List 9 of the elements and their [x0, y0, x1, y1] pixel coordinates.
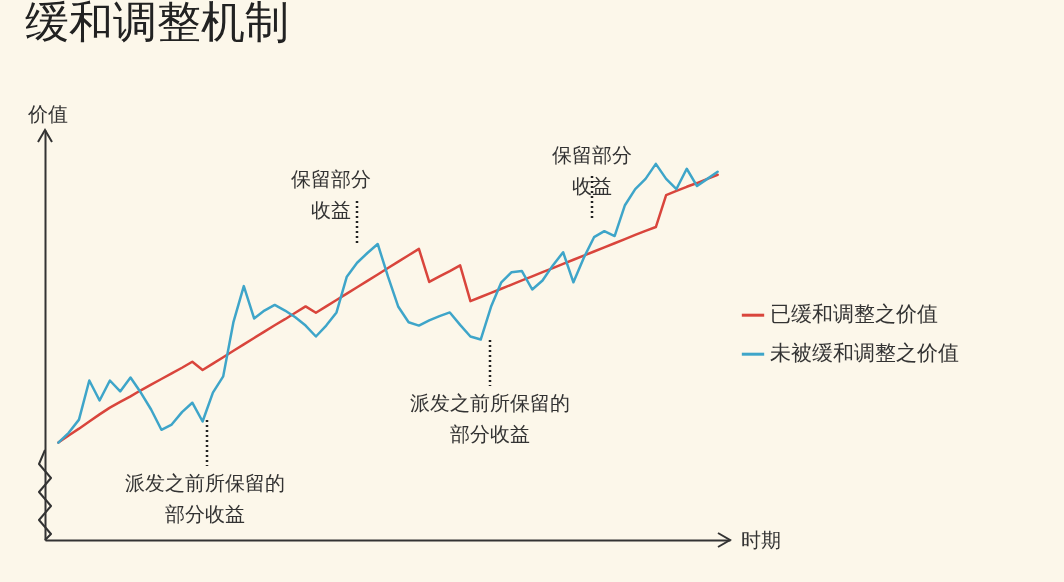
x-axis-title: 时期 — [740, 527, 781, 552]
annotation: 保留部分收益 — [552, 143, 632, 198]
legend-label: 已缓和调整之价值 — [770, 302, 938, 327]
annotation: 派发之前所保留的部分收益 — [125, 471, 285, 526]
y-axis-title: 价值 — [26, 101, 68, 126]
annotation: 保留部分收益 — [291, 167, 371, 222]
legend-label: 未被缓和调整之价值 — [770, 341, 959, 366]
chart-title: 缓和调整机制 — [25, 0, 289, 47]
annotation: 派发之前所保留的部分收益 — [410, 391, 570, 446]
